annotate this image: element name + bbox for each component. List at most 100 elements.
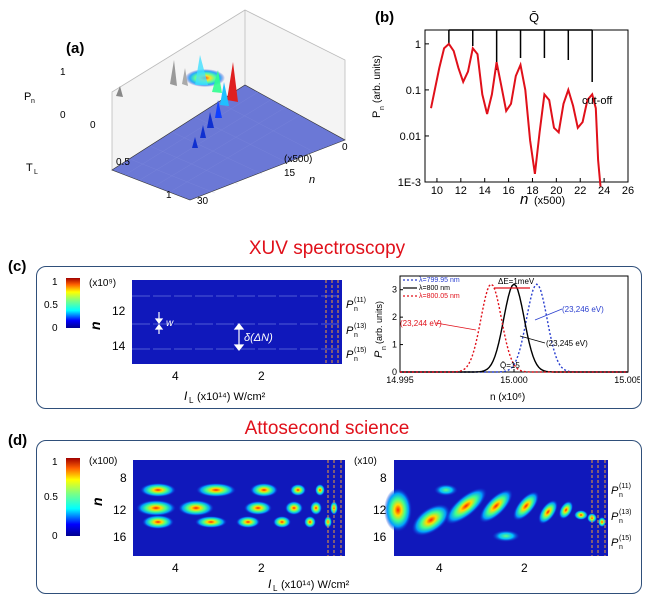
colorbar-d-tick-1: 1 [52,457,58,468]
heatmap-c-xtick-4: 4 [172,369,179,383]
panel-a-xtick-30: 30 [197,196,209,207]
surface-peaks [116,55,238,148]
panel-a-ztick-0: 0 [60,110,66,121]
panel-a-ylabel: T [26,162,33,174]
colorbar-d [66,458,80,536]
heatmap-d-right-ytick-12: 12 [373,503,387,517]
chart-b-xtick-label: 10 [431,185,443,197]
heatmap-c-unit: (x10⁹) [89,278,116,289]
heatmap-c-w-label: w [166,318,174,329]
chart-b-cutoff-label: cut-off [582,95,613,107]
heatmap-d-left-blobs [136,483,338,529]
surface-floor [111,84,346,201]
heatmap-d-right-unit: (x10) [354,456,377,467]
panel-d-content: 1 0.5 0 (x100) n 8 12 16 4 2 [44,456,631,593]
chart-b-xunit: (x500) [534,195,565,207]
spectrum-ytick-label: 3 [392,285,397,295]
heatmap-c-ytick-14: 14 [112,339,126,353]
heatmap-c-xlabel-sub: L [189,396,194,405]
panel-b-chart: 1 0.1 0.01 1E-3 10 12 14 16 18 20 22 24 26 Q̄ cut-o… [371,10,634,208]
heatmap-d-right-sub-11: n [619,492,623,499]
chart-b-ytick-label: 0.01 [400,131,421,143]
spectrum-ylabel: P [373,350,385,358]
spectrum-ytick-label: 1 [392,340,397,350]
heatmap-c-right-sup-11: (11) [354,297,366,304]
heatmap-c-right-sup-15: (15) [354,347,366,354]
spectrum-xtick-label: 15.000 [500,375,528,385]
chart-b-ylabel-sub: n [379,106,386,110]
colorbar-d-tick-0.5: 0.5 [44,492,58,503]
chart-b-xtick-label: 14 [479,185,491,197]
chart-b-ytick-label: 1E-3 [398,177,421,189]
heatmap-d-right-xtick-4: 4 [436,561,443,575]
heatmap-d-right-sup-11: (11) [619,483,631,490]
spectrum-annot-mid: (23,245 eV) [546,339,588,348]
chart-b-xtick-label: 18 [526,185,538,197]
spectrum-ytick-label: 2 [392,312,397,322]
heatmap-c-ytick-12: 12 [112,304,126,318]
heatmap-c-xlabel: I [184,389,188,403]
panel-a-zlabel-sub: n [31,98,35,105]
spectrum-legend-label: λ=800 nm [419,285,450,292]
heatmap-c-xtick-2: 2 [258,369,265,383]
panel-a-ylabel-sub: L [34,169,38,176]
heatmap-d-left-ylabel: n [89,497,105,506]
panel-a-ytick-0: 0 [90,120,96,131]
spectrum-ylabel-sub: n [381,346,388,350]
heatmap-c-right-label-15: P [346,349,354,361]
colorbar-c-tick-1: 1 [52,277,58,288]
spectrum-annot-right: (23,246 eV) [562,305,604,314]
heatmap-d-left-ytick-12: 12 [113,503,127,517]
spectrum-qbar: Q̄=15 [500,361,520,370]
heatmap-d-right-ytick-16: 16 [373,530,387,544]
panel-a-ytick-0.5: 0.5 [116,157,130,168]
panel-c-frame [36,266,642,409]
colorbar-c [66,278,80,328]
panel-a-zlabel: P [24,91,31,103]
section-c-title: XUV spectroscopy [248,238,406,259]
heatmap-c [132,280,342,364]
chart-b-xtick-label: 26 [622,185,634,197]
panel-c-label: (c) [8,258,27,275]
panel-d-xlabel: I [268,577,272,591]
heatmap-d-left-xtick-2: 2 [258,561,265,575]
heatmap-d-right-xtick-2: 2 [521,561,528,575]
panel-a-xunit: (x500) [284,154,312,165]
heatmap-c-right-label-13: P [346,325,354,337]
chart-b-xtick-label: 12 [455,185,467,197]
chart-b-xlabel: n [520,191,528,208]
chart-b-xtick-label: 24 [598,185,610,197]
chart-b-ytick-label: 0.1 [406,85,421,97]
chart-b-ytick-label: 1 [415,39,421,51]
chart-b-series-line [430,42,602,187]
panel-d-xlabel-unit: (x10¹⁴) W/cm² [281,579,350,591]
panel-d-frame [36,440,642,594]
section-d-title: Attosecond science [244,418,410,439]
spectrum-legend-label: λ=800.05 nm [419,293,460,300]
heatmap-d-left-ytick-16: 16 [113,530,127,544]
spectrum-annot-left: (23,244 eV) [400,319,442,328]
heatmap-d-right-sup-13: (13) [619,509,631,516]
chart-b-ylabel-unit: (arb. units) [372,55,383,103]
heatmap-d-right-label-13: P [611,511,619,523]
chart-b-qbar-label: Q̄ [529,10,539,25]
panel-c-content: 1 0.5 0 w δ(ΔN) (x10⁹) n 12 14 4 2 I L (… [44,277,366,405]
heatmap-d-left-unit: (x100) [89,456,117,467]
spectrum-xlabel: n (x10⁶) [490,392,525,403]
panel-a-label: (a) [66,40,85,57]
heatmap-c-ylabel: n [87,321,103,330]
colorbar-c-tick-0.5: 0.5 [44,300,58,311]
panel-a-surface-plot: P n 1 0 T L 0 0.5 1 0 15 30 (x500) n [24,9,348,207]
heatmap-d-right-blobs [384,484,606,542]
chart-b-xtick-label: 16 [502,185,514,197]
spectrum-delta-e: ΔE=1meV [498,277,535,286]
spectrum-xtick-label: 15.005 [614,375,640,385]
heatmap-d-left-xtick-4: 4 [172,561,179,575]
spectrum-series-line [400,283,628,373]
colorbar-d-tick-0: 0 [52,531,58,542]
chart-b-ylabel: P [371,111,383,118]
spectrum-ylabel-unit: (arb. units) [374,301,384,344]
panel-a-ztick-1: 1 [60,67,66,78]
heatmap-c-right-label-11: P [346,299,354,311]
